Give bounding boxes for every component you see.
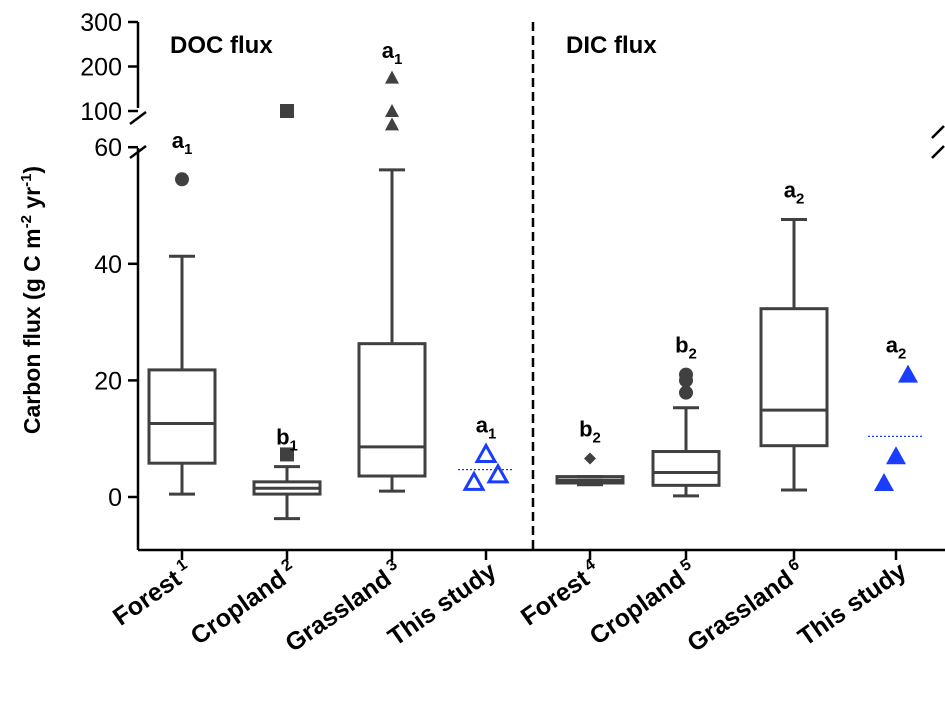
significance-letter: b2 [579,417,601,447]
x-category-label: Grassland 6 [682,556,810,658]
study-point [462,470,486,491]
axis-break-gap [135,126,141,144]
significance-letter: a2 [784,177,805,207]
panel-title: DIC flux [566,32,657,59]
outlier-point [280,104,294,118]
significance-letter: a1 [172,128,193,158]
axis-break-mark [129,111,147,125]
significance-letter: b1 [276,425,298,455]
y-tick-label: 300 [80,9,122,37]
y-tick-label: 20 [94,367,122,395]
axis-break-mark-right [931,145,945,159]
outlier-point [385,104,399,117]
x-category-label: Forest 1 [107,556,197,631]
outlier-point [679,385,693,400]
axis-break-mark-right [931,125,945,139]
outlier-point [280,447,294,462]
y-tick-label: 60 [94,134,122,162]
outlier-point [679,367,693,382]
outlier-point [175,172,189,187]
y-tick-label: 200 [80,54,122,82]
box [759,307,829,448]
y-tick-label: 40 [94,251,122,279]
significance-letter: a2 [886,333,907,363]
study-point [898,364,918,383]
y-tick-label: 0 [108,484,122,512]
box [651,450,721,487]
panel-title: DOC flux [170,32,273,59]
outlier-point [584,452,596,465]
significance-letter: a1 [476,412,497,442]
x-category-label: This study [793,557,912,652]
box [357,342,427,478]
axis-break-mark [129,145,147,159]
study-point [886,446,906,465]
y-tick-label: 100 [80,98,122,126]
x-category-label: This study [383,557,502,652]
outlier-point [385,70,399,84]
box [147,368,217,465]
study-point [486,462,510,484]
significance-letter: b2 [675,333,697,363]
study-point [874,473,894,492]
study-point [474,442,498,463]
y-axis-label: Carbon flux (g C m-2 yr-1) [18,166,45,434]
outlier-point [385,117,399,131]
x-category-label: Grassland 3 [280,556,408,658]
significance-letter: a1 [382,38,403,68]
x-category-label: Forest 4 [515,556,605,631]
